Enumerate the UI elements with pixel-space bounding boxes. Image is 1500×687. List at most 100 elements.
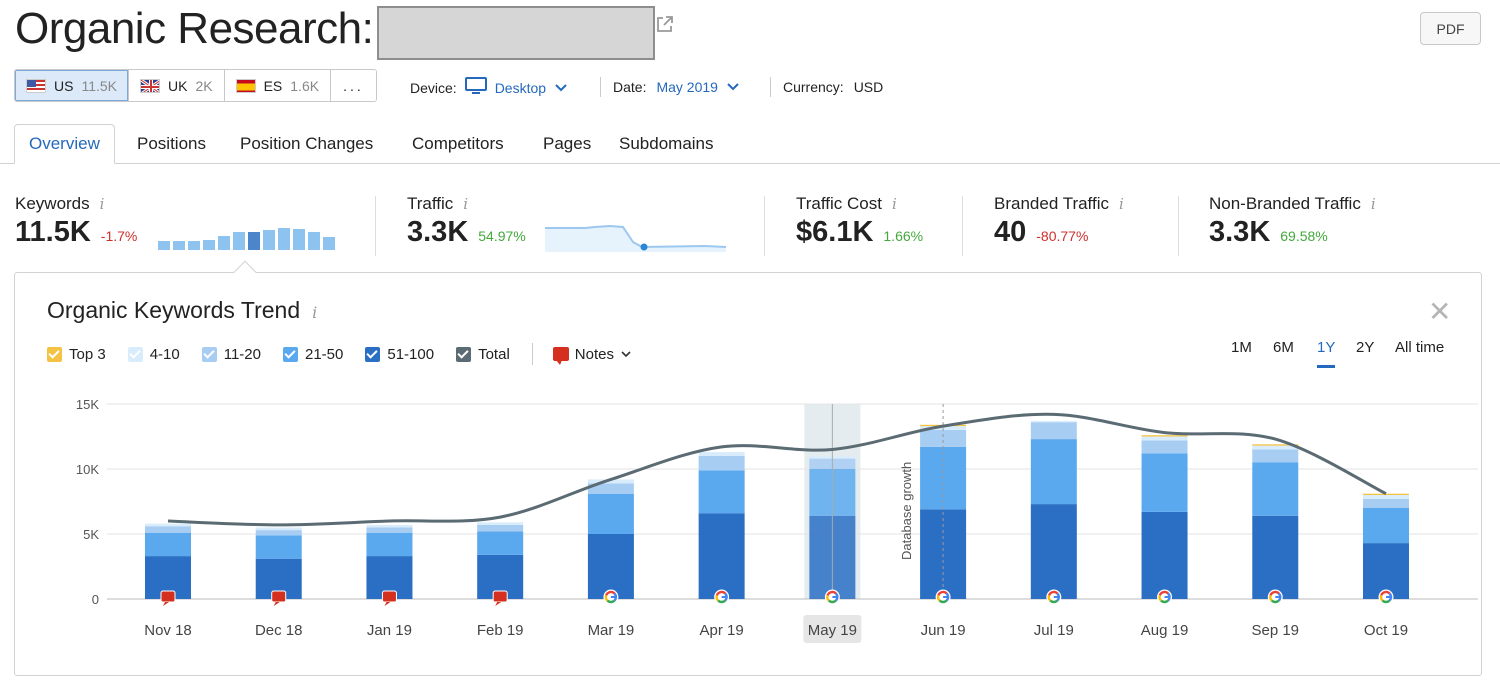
checkbox-icon[interactable] bbox=[365, 347, 380, 362]
legend-4-10[interactable]: 4-10 bbox=[128, 346, 180, 363]
metric-label: Traffic Cost bbox=[796, 194, 882, 214]
db-button-uk[interactable]: UK 2K bbox=[129, 70, 225, 101]
range-6m[interactable]: 6M bbox=[1273, 339, 1294, 356]
tab-pages[interactable]: Pages bbox=[543, 124, 591, 164]
metric-delta: 1.66% bbox=[883, 228, 923, 244]
db-count: 1.6K bbox=[290, 78, 319, 94]
metric-traffic[interactable]: Traffic i 3.3K 54.97% bbox=[407, 194, 526, 249]
tab-overview[interactable]: Overview bbox=[14, 124, 115, 164]
metric-value: 3.3K bbox=[407, 216, 468, 249]
pdf-export-button[interactable]: PDF bbox=[1420, 12, 1481, 45]
metric-label: Non-Branded Traffic bbox=[1209, 194, 1361, 214]
device-filter: Device: Desktop bbox=[410, 77, 568, 98]
legend-label: 21-50 bbox=[305, 346, 343, 363]
chevron-down-icon[interactable] bbox=[554, 80, 568, 96]
range-1m[interactable]: 1M bbox=[1231, 339, 1252, 356]
db-count: 11.5K bbox=[81, 78, 117, 94]
legend-51-100[interactable]: 51-100 bbox=[365, 346, 434, 363]
db-more-button[interactable]: ... bbox=[331, 70, 376, 101]
db-code: US bbox=[54, 78, 73, 94]
date-label: Date: bbox=[613, 79, 646, 95]
device-label: Device: bbox=[410, 80, 457, 96]
keywords-sparkline bbox=[158, 226, 340, 252]
info-icon[interactable]: i bbox=[892, 195, 897, 213]
note-icon bbox=[553, 347, 569, 361]
db-button-es[interactable]: ES 1.6K bbox=[225, 70, 332, 101]
legend-21-50[interactable]: 21-50 bbox=[283, 346, 343, 363]
metric-traffic-cost[interactable]: Traffic Cost i $6.1K 1.66% bbox=[796, 194, 923, 249]
tab-competitors[interactable]: Competitors bbox=[412, 124, 504, 164]
db-code: UK bbox=[168, 78, 187, 94]
currency-label: Currency: bbox=[783, 79, 844, 95]
checkbox-icon[interactable] bbox=[456, 347, 471, 362]
legend-label: 51-100 bbox=[387, 346, 434, 363]
database-selector: US 11.5K UK 2K ES 1.6K ... bbox=[14, 69, 377, 102]
desktop-icon bbox=[465, 77, 487, 98]
db-count: 2K bbox=[195, 78, 212, 94]
close-icon[interactable]: ✕ bbox=[1428, 295, 1451, 328]
db-more-label: ... bbox=[343, 78, 364, 94]
notes-dropdown[interactable]: Notes bbox=[553, 346, 632, 363]
page-title: Organic Research: bbox=[15, 4, 373, 54]
keywords-trend-panel: Organic Keywords Trend i ✕ Top 3 4-10 11-… bbox=[14, 272, 1482, 676]
notes-label: Notes bbox=[575, 346, 614, 363]
checkbox-icon[interactable] bbox=[202, 347, 217, 362]
chart-legend: Top 3 4-10 11-20 21-50 51-100 Total Note… bbox=[47, 343, 654, 365]
divider bbox=[764, 196, 765, 256]
uk-flag-icon bbox=[140, 79, 160, 93]
currency-filter: Currency: USD bbox=[770, 77, 883, 97]
metric-delta: -1.7% bbox=[101, 228, 138, 244]
legend-label: Top 3 bbox=[69, 346, 106, 363]
metric-label: Keywords bbox=[15, 194, 90, 214]
traffic-sparkline bbox=[545, 222, 727, 252]
legend-label: Total bbox=[478, 346, 510, 363]
legend-total[interactable]: Total bbox=[456, 346, 510, 363]
range-2y[interactable]: 2Y bbox=[1356, 339, 1374, 356]
range-all-time[interactable]: All time bbox=[1395, 339, 1444, 356]
currency-value: USD bbox=[854, 79, 884, 95]
info-icon[interactable]: i bbox=[463, 195, 468, 213]
info-icon[interactable]: i bbox=[1119, 195, 1124, 213]
db-code: ES bbox=[264, 78, 283, 94]
metric-branded-traffic[interactable]: Branded Traffic i 40 -80.77% bbox=[994, 194, 1124, 249]
info-icon[interactable]: i bbox=[1371, 195, 1376, 213]
db-button-us[interactable]: US 11.5K bbox=[15, 70, 129, 101]
divider bbox=[375, 196, 376, 256]
metric-value: $6.1K bbox=[796, 216, 873, 249]
divider bbox=[770, 77, 771, 97]
legend-11-20[interactable]: 11-20 bbox=[202, 346, 261, 363]
metric-value: 3.3K bbox=[1209, 216, 1270, 249]
metric-delta: -80.77% bbox=[1036, 228, 1088, 244]
chevron-down-icon[interactable] bbox=[620, 350, 632, 358]
metric-label: Traffic bbox=[407, 194, 453, 214]
us-flag-icon bbox=[26, 79, 46, 93]
range-1y[interactable]: 1Y bbox=[1317, 339, 1335, 356]
legend-top3[interactable]: Top 3 bbox=[47, 346, 106, 363]
checkbox-icon[interactable] bbox=[47, 347, 62, 362]
metric-non-branded-traffic[interactable]: Non-Branded Traffic i 3.3K 69.58% bbox=[1209, 194, 1376, 249]
redacted-domain bbox=[377, 6, 655, 60]
metric-keywords[interactable]: Keywords i 11.5K -1.7% bbox=[15, 194, 137, 249]
divider bbox=[962, 196, 963, 256]
metric-value: 40 bbox=[994, 216, 1026, 249]
device-dropdown[interactable]: Desktop bbox=[495, 80, 546, 96]
chevron-down-icon[interactable] bbox=[726, 79, 740, 95]
legend-label: 4-10 bbox=[150, 346, 180, 363]
legend-label: 11-20 bbox=[224, 346, 261, 363]
report-tabs: Overview Positions Position Changes Comp… bbox=[0, 124, 1500, 164]
panel-title-text: Organic Keywords Trend bbox=[47, 297, 300, 324]
external-link-icon[interactable] bbox=[655, 14, 675, 34]
info-icon[interactable]: i bbox=[100, 195, 105, 213]
divider bbox=[600, 77, 601, 97]
tab-subdomains[interactable]: Subdomains bbox=[619, 124, 714, 164]
panel-title: Organic Keywords Trend i bbox=[47, 297, 317, 324]
date-filter: Date: May 2019 bbox=[600, 77, 740, 97]
es-flag-icon bbox=[236, 79, 256, 93]
date-dropdown[interactable]: May 2019 bbox=[656, 79, 717, 95]
metric-value: 11.5K bbox=[15, 216, 91, 249]
checkbox-icon[interactable] bbox=[283, 347, 298, 362]
tab-positions[interactable]: Positions bbox=[137, 124, 206, 164]
info-icon[interactable]: i bbox=[312, 303, 317, 322]
checkbox-icon[interactable] bbox=[128, 347, 143, 362]
tab-position-changes[interactable]: Position Changes bbox=[240, 124, 373, 164]
